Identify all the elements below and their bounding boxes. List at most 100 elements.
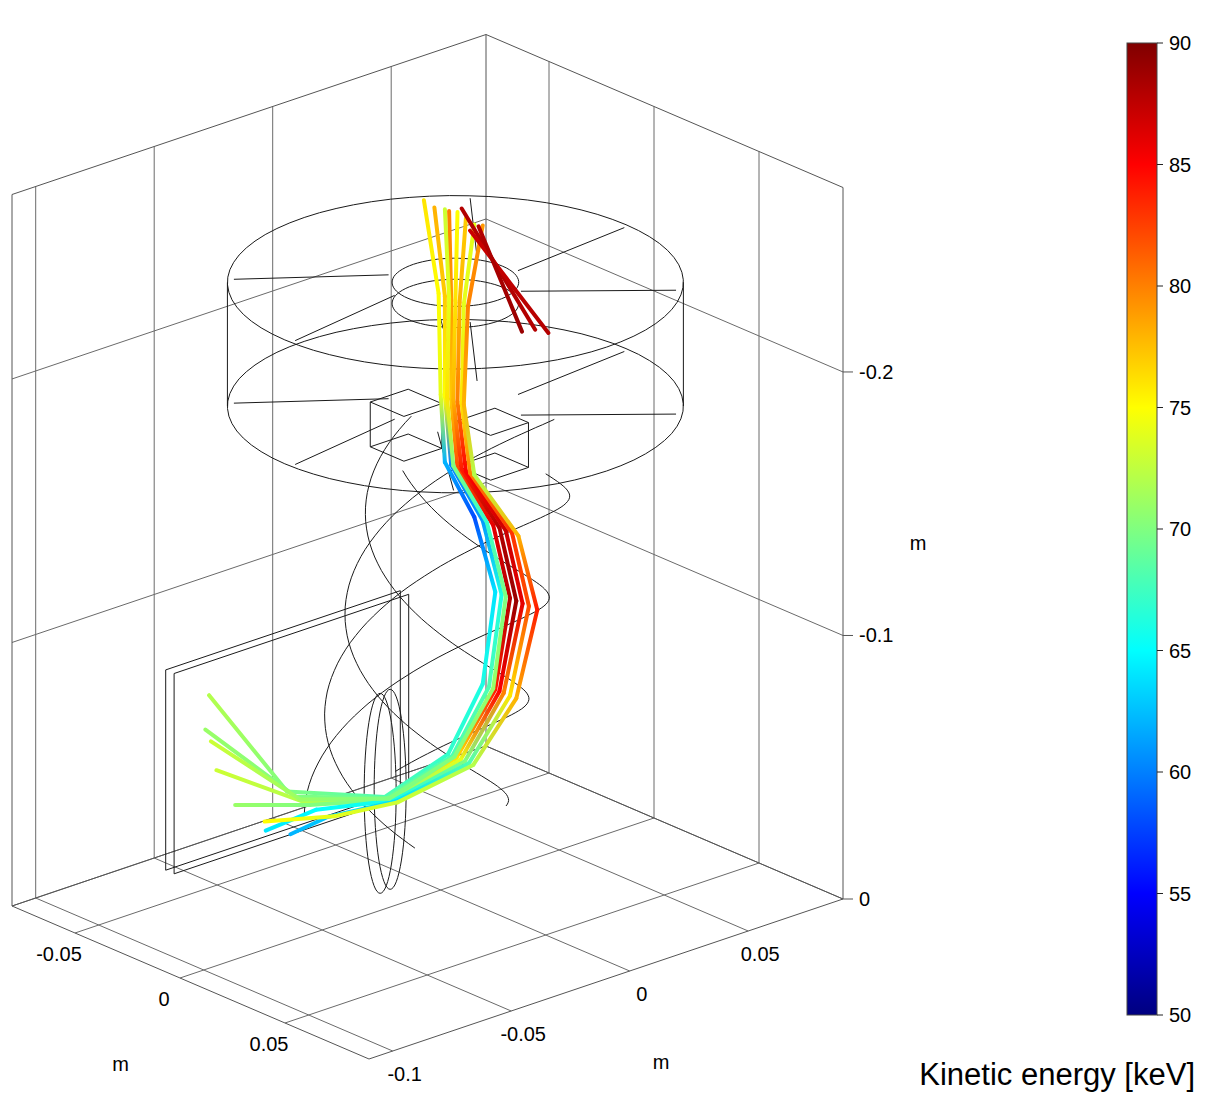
grid-line: [549, 62, 550, 774]
geometry-edge: [518, 351, 624, 394]
grid-line: [285, 863, 759, 1023]
axis-frame: [369, 899, 843, 1059]
colorbar-tick-label: 80: [1169, 275, 1191, 297]
y-axis-title: m: [653, 1051, 670, 1073]
colorbar-tick: [1157, 1015, 1163, 1016]
geometry-edge: [370, 434, 442, 461]
axis-frame: [486, 35, 487, 747]
geometry-edge: [227, 282, 228, 406]
colorbar-tick: [1157, 893, 1163, 894]
grid: [12, 35, 843, 1060]
geometry-edge: [528, 423, 529, 468]
trajectory-segment: [479, 226, 523, 331]
trajectory-segment: [469, 696, 510, 763]
geometry-edge: [345, 419, 554, 806]
geometry-edge: [370, 402, 371, 447]
geometry-wireframe: [166, 196, 684, 894]
geometry-edge: [470, 322, 477, 381]
z-tick-label: -0.2: [859, 361, 893, 383]
colorbar-tick-label: 75: [1169, 397, 1191, 419]
colorbar-tick-label: 65: [1169, 640, 1191, 662]
axis-frame: [486, 35, 843, 188]
geometry-edge: [325, 474, 570, 848]
colorbar-tick: [1157, 407, 1163, 408]
trajectory-segment: [301, 797, 390, 802]
x-tick-label: 0.05: [250, 1033, 289, 1055]
trajectory-segment: [393, 761, 465, 800]
trajectory: [211, 209, 506, 799]
colorbar-title: Kinetic energy [keV]: [919, 1057, 1195, 1092]
trajectory-segment: [454, 689, 493, 757]
colorbar-tick-label: 85: [1169, 154, 1191, 176]
y-tick-label: 0: [636, 983, 647, 1005]
colorbar-tick-label: 50: [1169, 1004, 1191, 1026]
z-tick-label: -0.1: [859, 624, 893, 646]
trajectory-segment: [265, 816, 335, 821]
trajectory-segment: [464, 306, 468, 404]
geometry-edge: [370, 389, 442, 416]
grid-line: [12, 746, 486, 906]
trajectory-segment: [453, 466, 487, 523]
geometry-edge: [234, 275, 389, 279]
trajectory: [235, 212, 516, 805]
colorbar-tick-label: 60: [1169, 761, 1191, 783]
trajectory: [265, 225, 538, 821]
x-axis-title: m: [112, 1053, 129, 1075]
y-tick-label: -0.05: [500, 1023, 546, 1045]
grid-line: [35, 187, 36, 899]
trajectory-segment: [447, 397, 453, 466]
axis-labels: -0.0500.05-0.1-0.0500.05-0.2-0.10mmm: [36, 361, 926, 1085]
trajectory: [209, 200, 495, 797]
grid-line: [154, 858, 511, 1011]
colorbar-tick-label: 90: [1169, 32, 1191, 54]
y-tick-label: 0.05: [741, 943, 780, 965]
geometry-edge: [521, 414, 676, 415]
trajectory-segment: [483, 592, 496, 684]
axis-frame: [486, 746, 843, 899]
grid-line: [486, 219, 843, 372]
colorbar-tick: [1157, 164, 1163, 165]
grid-line: [180, 818, 654, 978]
trajectory: [470, 231, 548, 333]
trajectory-segment: [458, 303, 460, 402]
trajectory-segment: [447, 298, 449, 397]
z-tick: [843, 899, 853, 900]
trajectory-segment: [518, 536, 537, 610]
grid-line: [12, 482, 486, 642]
axis-frame: [843, 188, 844, 900]
trajectory: [216, 211, 510, 802]
grid-line: [154, 147, 155, 859]
axis-frame: [12, 35, 486, 195]
trajectory: [205, 207, 501, 797]
grid-line: [273, 818, 630, 971]
geometry-edge: [234, 399, 389, 403]
grid-line: [486, 482, 843, 635]
colorbar-tick-label: 55: [1169, 883, 1191, 905]
geometry-edge: [295, 295, 395, 340]
trajectory-segment: [389, 757, 454, 799]
geometry-edge: [518, 228, 624, 271]
trajectory-segment: [474, 475, 518, 536]
geometry-edge: [521, 290, 676, 291]
grid-line: [36, 898, 393, 1051]
x-tick-label: 0: [158, 988, 169, 1010]
trajectory-segment: [455, 212, 457, 301]
colorbar-tick: [1157, 650, 1163, 651]
trajectory-segment: [487, 522, 506, 596]
trajectory-segment: [235, 803, 309, 807]
geometry-edge: [683, 282, 684, 406]
trajectory: [266, 218, 523, 830]
colorbar-scale: [1127, 43, 1157, 1015]
trajectory-segment: [493, 596, 506, 688]
trajectory-segment: [470, 231, 548, 333]
colorbar-tick: [1157, 286, 1163, 287]
trajectory-segment: [456, 689, 495, 757]
grid-line: [272, 107, 273, 819]
trajectory: [290, 225, 528, 835]
colorbar-tick: [1157, 43, 1163, 44]
trajectory-segment: [434, 207, 445, 296]
grid-line: [391, 67, 392, 779]
trajectory: [479, 226, 523, 331]
axis-frame: [12, 195, 13, 907]
axis-frame: [12, 746, 486, 906]
